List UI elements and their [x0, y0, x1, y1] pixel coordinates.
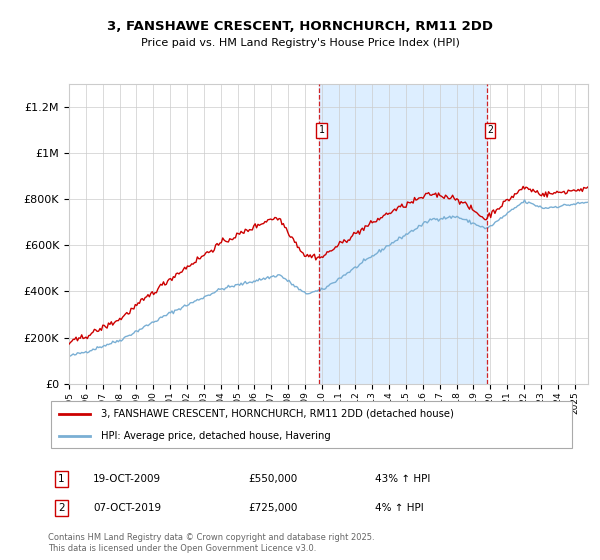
Text: £725,000: £725,000 — [248, 503, 298, 513]
Text: Price paid vs. HM Land Registry's House Price Index (HPI): Price paid vs. HM Land Registry's House … — [140, 38, 460, 48]
Text: 43% ↑ HPI: 43% ↑ HPI — [376, 474, 431, 484]
Text: £550,000: £550,000 — [248, 474, 298, 484]
FancyBboxPatch shape — [50, 402, 572, 448]
Text: HPI: Average price, detached house, Havering: HPI: Average price, detached house, Have… — [101, 431, 331, 441]
Text: 07-OCT-2019: 07-OCT-2019 — [93, 503, 161, 513]
Text: Contains HM Land Registry data © Crown copyright and database right 2025.
This d: Contains HM Land Registry data © Crown c… — [48, 533, 374, 553]
Text: 1: 1 — [58, 474, 65, 484]
Text: 3, FANSHAWE CRESCENT, HORNCHURCH, RM11 2DD (detached house): 3, FANSHAWE CRESCENT, HORNCHURCH, RM11 2… — [101, 409, 454, 418]
Text: 2: 2 — [487, 125, 493, 135]
Text: 2: 2 — [58, 503, 65, 513]
Text: 19-OCT-2009: 19-OCT-2009 — [93, 474, 161, 484]
Text: 1: 1 — [319, 125, 325, 135]
Text: 3, FANSHAWE CRESCENT, HORNCHURCH, RM11 2DD: 3, FANSHAWE CRESCENT, HORNCHURCH, RM11 2… — [107, 20, 493, 32]
Text: 4% ↑ HPI: 4% ↑ HPI — [376, 503, 424, 513]
Bar — [319, 84, 487, 384]
